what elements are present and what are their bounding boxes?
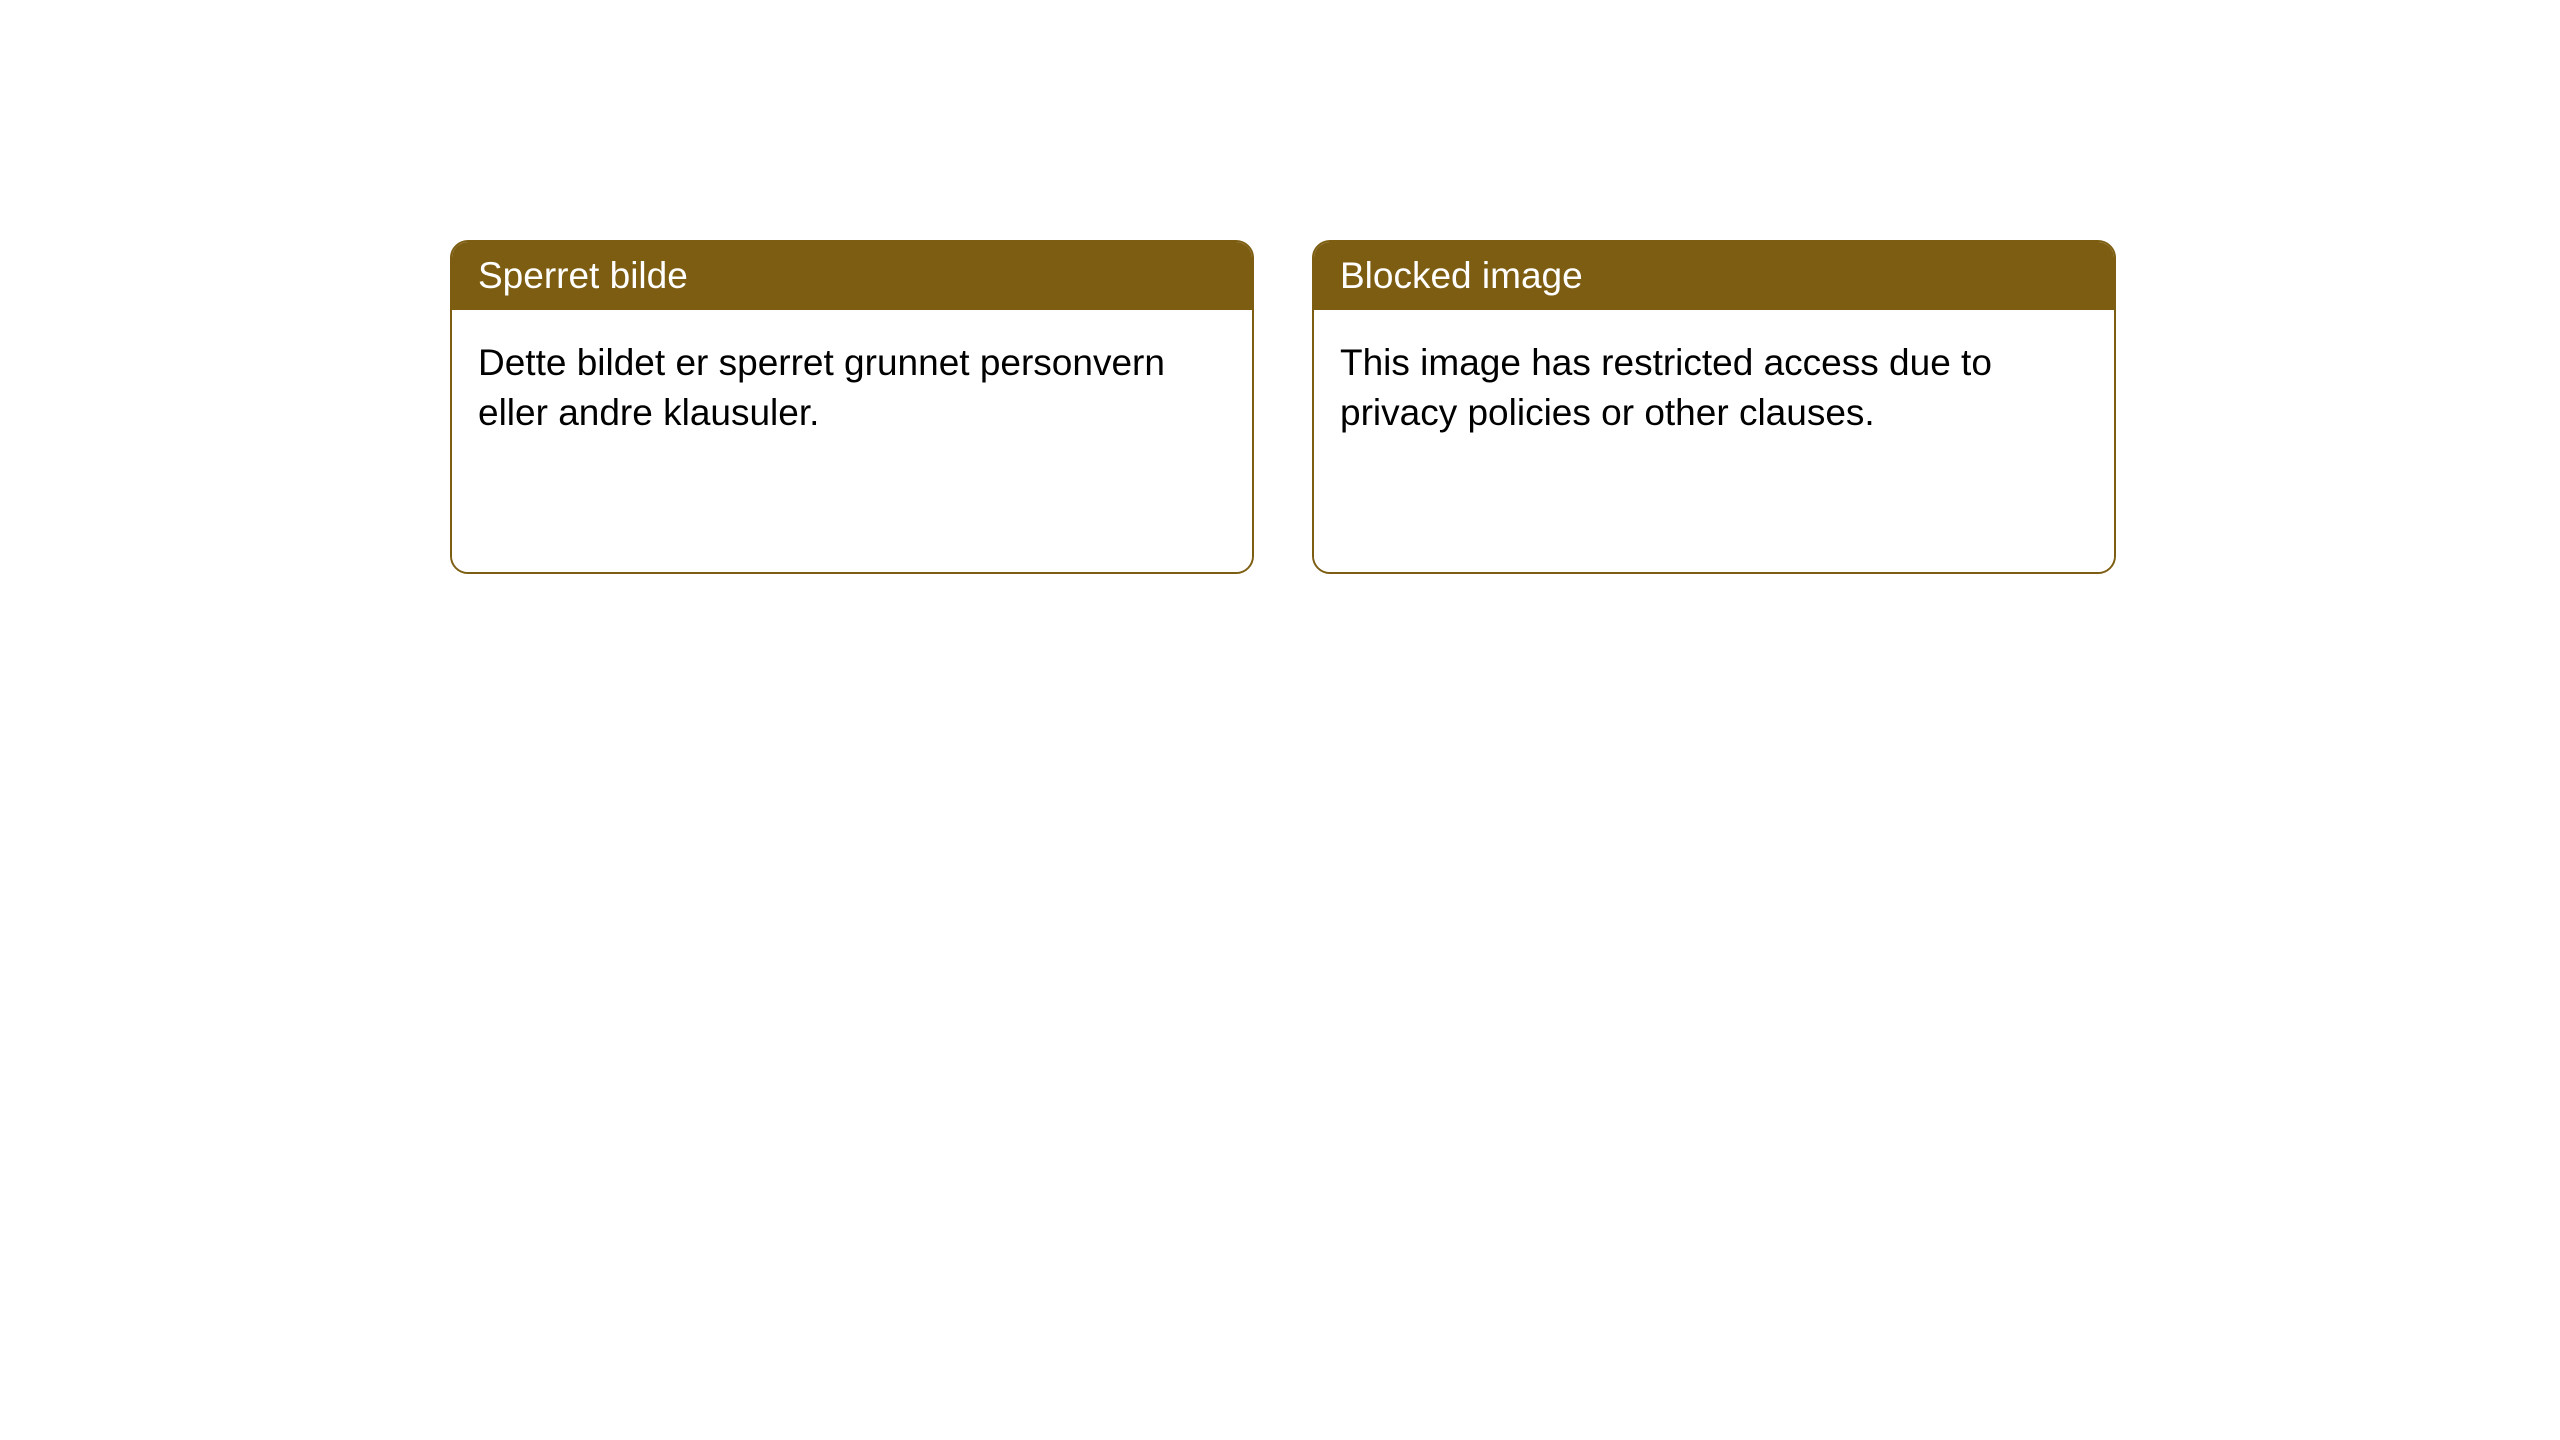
notice-card-english: Blocked image This image has restricted … [1312, 240, 2116, 574]
notice-card-norwegian: Sperret bilde Dette bildet er sperret gr… [450, 240, 1254, 574]
notice-header-norwegian: Sperret bilde [452, 242, 1252, 310]
notice-body-english: This image has restricted access due to … [1314, 310, 2114, 572]
notice-header-english: Blocked image [1314, 242, 2114, 310]
notice-body-norwegian: Dette bildet er sperret grunnet personve… [452, 310, 1252, 572]
notice-container: Sperret bilde Dette bildet er sperret gr… [450, 240, 2116, 574]
